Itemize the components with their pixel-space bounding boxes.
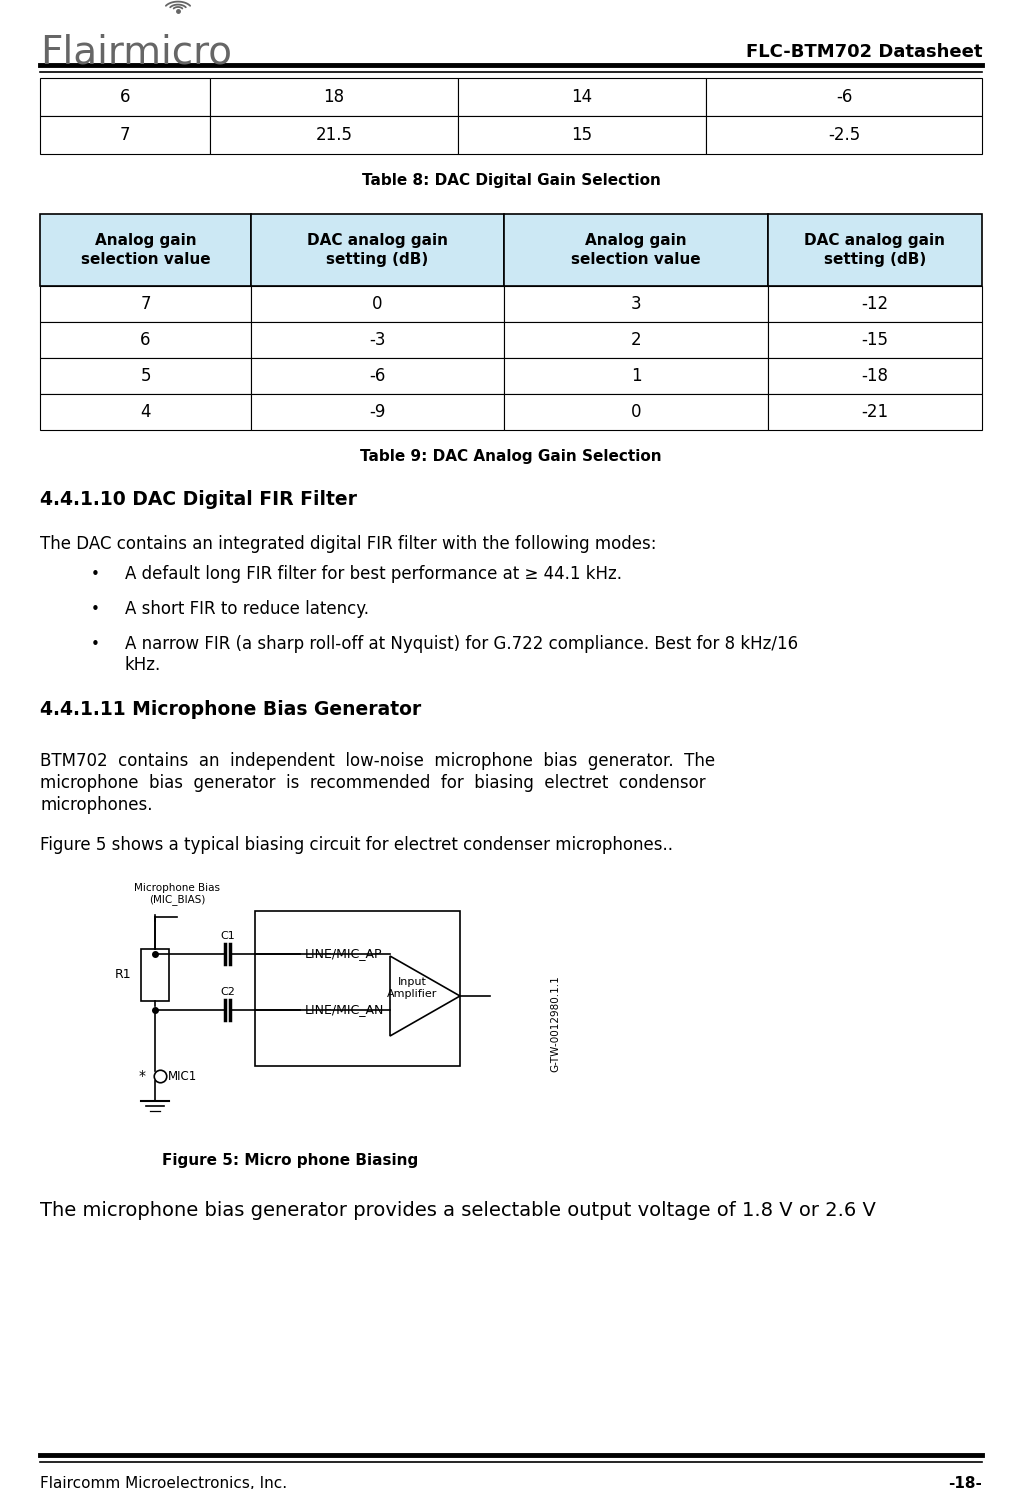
Bar xyxy=(768,286,982,322)
Text: 6: 6 xyxy=(140,331,151,348)
Text: 15: 15 xyxy=(571,127,593,144)
Bar xyxy=(251,322,504,357)
Text: 1: 1 xyxy=(631,366,642,386)
Text: DAC analog gain
setting (dB): DAC analog gain setting (dB) xyxy=(307,232,448,268)
Bar xyxy=(504,286,768,322)
Bar xyxy=(40,116,210,153)
Bar xyxy=(210,116,458,153)
Text: -18-: -18- xyxy=(948,1476,982,1489)
Bar xyxy=(40,77,210,116)
Text: 0: 0 xyxy=(631,404,641,421)
Text: -6: -6 xyxy=(836,88,852,106)
Bar xyxy=(256,911,460,1066)
Text: -6: -6 xyxy=(369,366,385,386)
Text: Figure 5: Micro phone Biasing: Figure 5: Micro phone Biasing xyxy=(161,1154,418,1169)
Bar xyxy=(141,948,169,1001)
Text: LINE/MIC_AP: LINE/MIC_AP xyxy=(305,947,382,960)
Bar xyxy=(40,286,251,322)
Bar xyxy=(504,214,768,286)
Text: Figure 5 shows a typical biasing circuit for electret condenser microphones..: Figure 5 shows a typical biasing circuit… xyxy=(40,835,673,855)
Text: C2: C2 xyxy=(220,987,235,998)
Bar xyxy=(40,322,251,357)
Text: microphones.: microphones. xyxy=(40,797,152,814)
Bar xyxy=(504,322,768,357)
Bar xyxy=(40,395,251,430)
Bar xyxy=(504,395,768,430)
Text: DAC analog gain
setting (dB): DAC analog gain setting (dB) xyxy=(804,232,945,268)
Text: A short FIR to reduce latency.: A short FIR to reduce latency. xyxy=(125,600,369,618)
Text: BTM702  contains  an  independent  low-noise  microphone  bias  generator.  The: BTM702 contains an independent low-noise… xyxy=(40,752,715,770)
Text: LINE/MIC_AN: LINE/MIC_AN xyxy=(305,1004,384,1017)
Text: 7: 7 xyxy=(140,295,151,313)
Text: R1: R1 xyxy=(114,968,131,981)
Text: A default long FIR filter for best performance at ≥ 44.1 kHz.: A default long FIR filter for best perfo… xyxy=(125,564,622,584)
Text: 14: 14 xyxy=(571,88,593,106)
Bar xyxy=(458,116,706,153)
Bar xyxy=(768,214,982,286)
Text: -21: -21 xyxy=(862,404,888,421)
Text: Analog gain
selection value: Analog gain selection value xyxy=(81,232,211,268)
Text: -2.5: -2.5 xyxy=(828,127,861,144)
Text: 4.4.1.11 Microphone Bias Generator: 4.4.1.11 Microphone Bias Generator xyxy=(40,700,421,719)
Text: -18: -18 xyxy=(862,366,888,386)
Text: Table 8: DAC Digital Gain Selection: Table 8: DAC Digital Gain Selection xyxy=(362,173,660,188)
Text: 5: 5 xyxy=(140,366,151,386)
Bar xyxy=(210,77,458,116)
Text: 4: 4 xyxy=(140,404,151,421)
Text: FLC-BTM702 Datasheet: FLC-BTM702 Datasheet xyxy=(745,43,982,61)
Text: MIC1: MIC1 xyxy=(168,1069,197,1083)
Bar xyxy=(706,77,982,116)
Bar xyxy=(504,357,768,395)
Bar xyxy=(251,214,504,286)
Text: Analog gain
selection value: Analog gain selection value xyxy=(571,232,701,268)
Text: -15: -15 xyxy=(862,331,888,348)
Text: A narrow FIR (a sharp roll-off at Nyquist) for G.722 compliance. Best for 8 kHz/: A narrow FIR (a sharp roll-off at Nyquis… xyxy=(125,634,798,675)
Text: 7: 7 xyxy=(120,127,130,144)
Bar xyxy=(251,395,504,430)
Text: The DAC contains an integrated digital FIR filter with the following modes:: The DAC contains an integrated digital F… xyxy=(40,535,656,552)
Bar xyxy=(458,77,706,116)
Text: 18: 18 xyxy=(323,88,344,106)
Bar xyxy=(768,322,982,357)
Bar xyxy=(768,357,982,395)
Text: Flaircomm Microelectronics, Inc.: Flaircomm Microelectronics, Inc. xyxy=(40,1476,287,1489)
Text: •: • xyxy=(91,567,99,582)
Text: *: * xyxy=(139,1069,146,1083)
Text: 21.5: 21.5 xyxy=(316,127,353,144)
Text: 4.4.1.10 DAC Digital FIR Filter: 4.4.1.10 DAC Digital FIR Filter xyxy=(40,490,357,509)
Text: Microphone Bias
(MIC_BIAS): Microphone Bias (MIC_BIAS) xyxy=(134,883,220,905)
Bar xyxy=(251,357,504,395)
Text: Flairmicro: Flairmicro xyxy=(40,33,232,71)
Text: 3: 3 xyxy=(631,295,642,313)
Bar xyxy=(40,357,251,395)
Bar xyxy=(251,286,504,322)
Text: 2: 2 xyxy=(631,331,642,348)
Text: 6: 6 xyxy=(120,88,130,106)
Text: •: • xyxy=(91,637,99,652)
Bar xyxy=(706,116,982,153)
Text: G-TW-0012980.1.1: G-TW-0012980.1.1 xyxy=(550,975,560,1072)
Text: Table 9: DAC Analog Gain Selection: Table 9: DAC Analog Gain Selection xyxy=(360,448,662,463)
Text: 0: 0 xyxy=(372,295,383,313)
Text: -12: -12 xyxy=(862,295,888,313)
Text: -3: -3 xyxy=(369,331,385,348)
Bar xyxy=(40,214,251,286)
Text: C1: C1 xyxy=(220,931,235,941)
Text: •: • xyxy=(91,602,99,616)
Text: -9: -9 xyxy=(369,404,385,421)
Text: Input
Amplifier: Input Amplifier xyxy=(386,977,437,999)
Text: microphone  bias  generator  is  recommended  for  biasing  electret  condensor: microphone bias generator is recommended… xyxy=(40,774,705,792)
Text: The microphone bias generator provides a selectable output voltage of 1.8 V or 2: The microphone bias generator provides a… xyxy=(40,1202,876,1219)
Bar xyxy=(768,395,982,430)
